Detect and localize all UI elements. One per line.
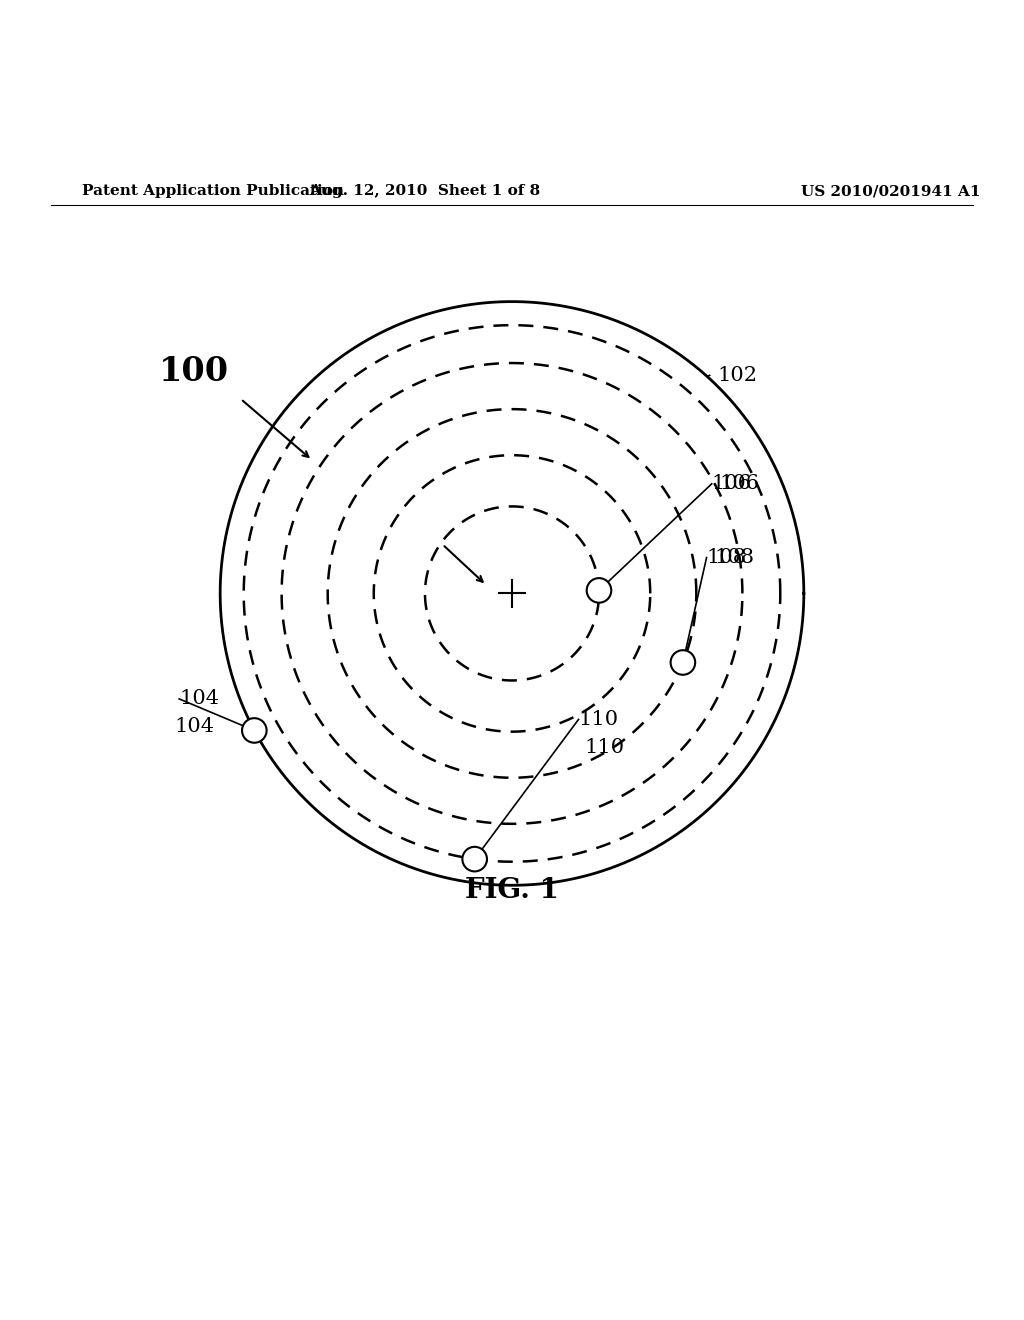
Text: 106: 106 [712, 474, 752, 494]
Text: Aug. 12, 2010  Sheet 1 of 8: Aug. 12, 2010 Sheet 1 of 8 [309, 183, 541, 198]
Circle shape [463, 847, 487, 871]
Text: 110: 110 [585, 738, 625, 756]
Text: 104: 104 [179, 689, 219, 709]
Text: 100: 100 [159, 355, 228, 388]
Text: 108: 108 [707, 548, 746, 568]
Circle shape [242, 718, 266, 743]
Text: Patent Application Publication: Patent Application Publication [82, 183, 344, 198]
Text: 108: 108 [715, 548, 755, 568]
Text: 102: 102 [718, 366, 758, 385]
Circle shape [671, 651, 695, 675]
Text: 110: 110 [579, 710, 618, 729]
Text: FIG. 1: FIG. 1 [465, 876, 559, 904]
Text: 106: 106 [720, 474, 760, 494]
Circle shape [587, 578, 611, 603]
Text: 104: 104 [174, 717, 214, 737]
Text: US 2010/0201941 A1: US 2010/0201941 A1 [801, 183, 981, 198]
